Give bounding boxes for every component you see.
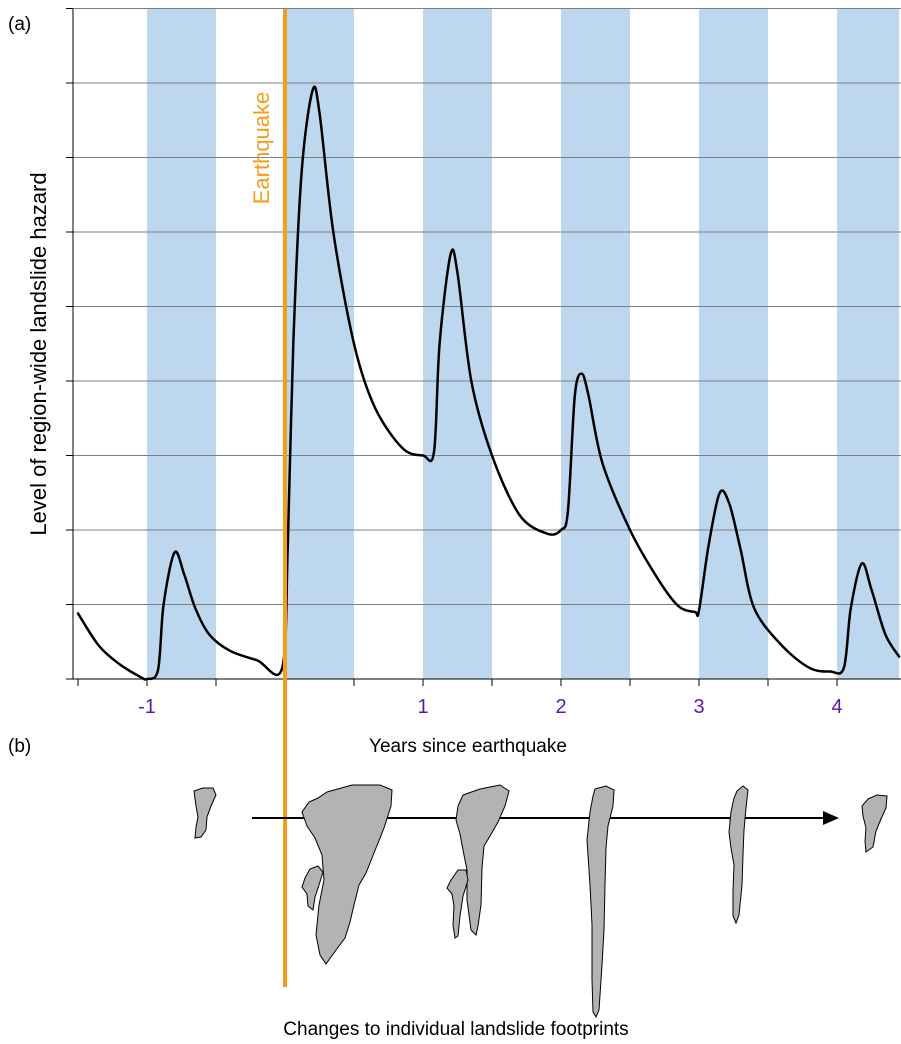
x-axis-ticks <box>77 679 838 686</box>
footprint-year-2 <box>586 785 615 1019</box>
x-tick-label-3: 3 <box>693 696 704 718</box>
wet-season-band-5 <box>837 9 900 679</box>
footprint-year-1 <box>446 784 510 939</box>
x-tick-label-1: 1 <box>417 696 428 718</box>
hazard-curve <box>76 85 901 681</box>
gridlines <box>73 8 901 605</box>
x-tick-label-4: 4 <box>831 696 842 718</box>
wet-season-band-2 <box>423 9 492 679</box>
panel-a-label: (a) <box>8 14 31 35</box>
y-axis-title: Level of region-wide landslide hazard <box>26 172 51 535</box>
x-axis-title: Years since earthquake <box>369 736 567 757</box>
footprint-year-3 <box>728 785 749 925</box>
wet-season-band-3 <box>561 9 630 679</box>
x-tick-label-2: 2 <box>555 696 566 718</box>
footprint-year-0 <box>301 784 393 965</box>
earthquake-label: Earthquake <box>249 92 274 205</box>
x-tick-label-0: -1 <box>138 696 156 718</box>
footprint-pre-earthquake <box>193 787 217 839</box>
wet-season-bands <box>147 9 900 679</box>
panel-b-caption: Changes to individual landslide footprin… <box>283 1019 628 1040</box>
y-axis-ticks <box>66 8 73 680</box>
plot-area: -1 1 2 3 4 <box>66 8 901 718</box>
panel-b-label: (b) <box>8 736 31 757</box>
wet-season-band-0 <box>147 9 216 679</box>
x-tick-labels: -1 1 2 3 4 <box>138 696 842 718</box>
wet-season-band-4 <box>699 9 768 679</box>
footprint-year-4 <box>861 794 888 853</box>
